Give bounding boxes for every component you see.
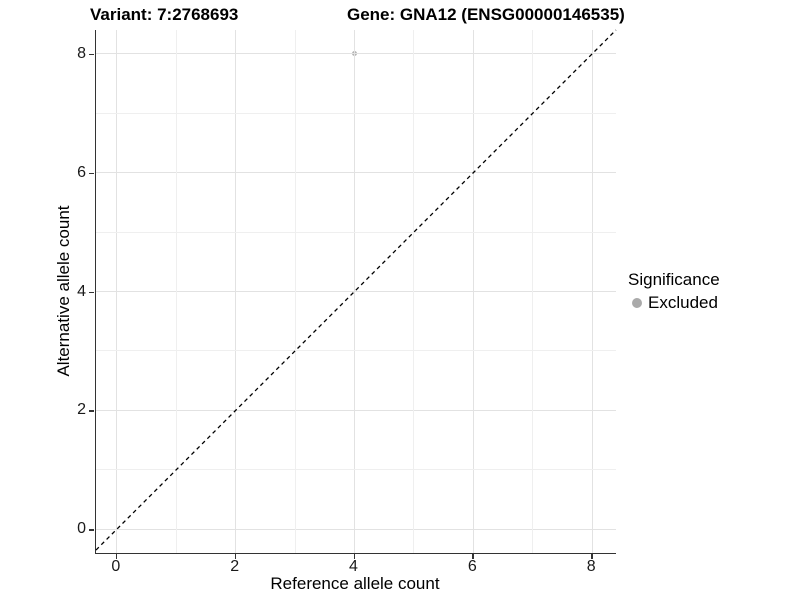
x-tick-label: 6: [467, 558, 477, 575]
y-tick-label: 8: [77, 44, 86, 62]
y-tick-label: 0: [77, 520, 86, 538]
x-tick-mark: [472, 554, 474, 559]
legend-item-excluded: Excluded: [628, 293, 720, 313]
x-tick-label: 8: [586, 558, 596, 575]
y-tick-mark: [89, 53, 94, 56]
plot-panel: [95, 29, 617, 554]
x-axis-title: Reference allele count: [270, 574, 440, 593]
x-tick-mark: [591, 554, 593, 559]
x-tick-label: 4: [349, 558, 358, 575]
y-tick-label: 2: [77, 401, 86, 419]
identity-line-layer: [95, 29, 617, 551]
legend-item-label: Excluded: [648, 293, 718, 312]
x-tick-label: 2: [230, 558, 240, 575]
variant-title: Variant: 7:2768693: [90, 5, 239, 24]
y-tick-label: 4: [77, 282, 86, 300]
x-tick-mark: [234, 554, 237, 559]
x-tick-mark: [115, 554, 118, 559]
legend-title: Significance: [628, 270, 720, 289]
y-axis-title: Alternative allele count: [54, 205, 73, 377]
y-tick-mark: [89, 529, 94, 531]
legend: Significance Excluded: [628, 270, 720, 313]
y-tick-mark: [89, 172, 94, 175]
x-tick-label: 0: [111, 558, 121, 575]
legend-excluded-dot-icon: [632, 298, 642, 308]
x-tick-mark: [353, 554, 355, 559]
y-tick-label: 6: [77, 163, 86, 181]
y-tick-mark: [89, 291, 94, 293]
identity-dashed-line: [95, 29, 617, 551]
y-tick-mark: [89, 410, 94, 412]
gene-title: Gene: GNA12 (ENSG00000146535): [347, 5, 625, 24]
